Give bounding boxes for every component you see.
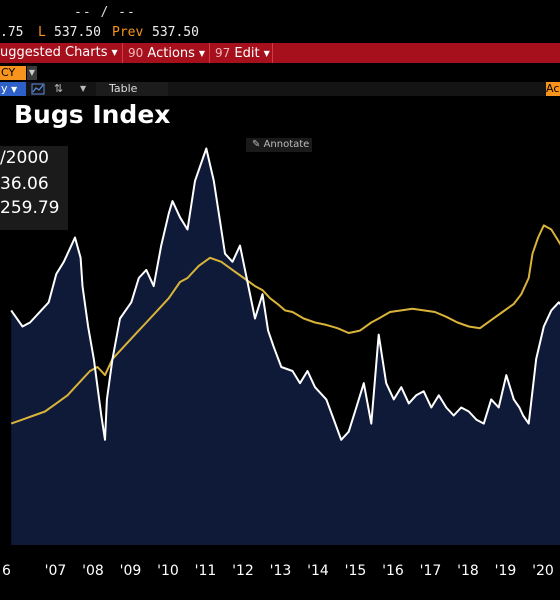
triangle-down-icon: ▼ (198, 49, 206, 58)
chart-title: Bugs Index (14, 100, 171, 129)
x-tick-label: '16 (382, 563, 404, 579)
toolbar-divider (209, 43, 210, 63)
annotate-button[interactable]: ✎ Annotate (246, 138, 312, 152)
x-tick-label: 6 (2, 563, 11, 579)
x-tick-label: '09 (120, 563, 142, 579)
x-tick-label: '10 (157, 563, 179, 579)
x-tick-label: '18 (457, 563, 479, 579)
triangle-down-icon: ▼ (263, 49, 270, 58)
triangle-down-icon: ▼ (111, 48, 118, 57)
actions-number: 90 (128, 46, 144, 60)
prev-label: Prev (112, 25, 144, 40)
suggested-charts-button[interactable]: uggested Charts ▼ (0, 44, 118, 62)
x-tick-label: '20 (532, 563, 554, 579)
series-line-white (10, 147, 560, 441)
date-range-placeholder[interactable]: -- / -- (74, 5, 136, 20)
x-tick-label: '13 (270, 563, 292, 579)
actions-label: Actions (147, 46, 195, 61)
table-button[interactable]: Table (96, 82, 168, 96)
x-tick-label: '08 (82, 563, 104, 579)
chevron-down-icon[interactable]: ▼ (27, 66, 37, 80)
series-line-gold (10, 224, 560, 425)
low-label: L (38, 25, 46, 40)
x-tick-label: '17 (420, 563, 442, 579)
x-tick-label: '07 (45, 563, 67, 579)
suggested-charts-label: uggested Charts (0, 45, 108, 60)
x-tick-label: '14 (307, 563, 329, 579)
x-tick-label: '11 (195, 563, 217, 579)
currency-field[interactable]: CY (0, 66, 26, 80)
toolbar-divider (272, 43, 273, 63)
header-row: -- / -- (0, 0, 560, 22)
x-tick-label: '15 (345, 563, 367, 579)
frequency-dropdown[interactable]: y ▼ (0, 82, 26, 96)
legend-value-1: 36.06 (0, 174, 49, 194)
triangle-down-icon: ▼ (11, 85, 18, 94)
pencil-icon: ✎ (252, 139, 261, 150)
low-value-partial: .75 (0, 25, 24, 40)
series-area-fill (11, 148, 560, 545)
red-toolbar: uggested Charts ▼ 90 Actions ▼ 97 Edit ▼ (0, 43, 560, 63)
x-tick-label: '19 (495, 563, 517, 579)
quote-row: .75 L 537.50 Prev 537.50 (0, 25, 560, 43)
right-tab[interactable]: Ac (546, 82, 560, 96)
legend-date: /2000 (0, 148, 49, 168)
low-value: 537.50 (54, 25, 101, 40)
legend-box: /2000 36.06 259.79 (0, 146, 68, 230)
edit-label: Edit (234, 46, 260, 61)
compare-icon[interactable]: ⇅ (54, 82, 64, 95)
x-tick-label: '12 (232, 563, 254, 579)
frequency-label: y (1, 82, 8, 95)
annotate-label: Annotate (263, 139, 310, 150)
edit-number: 97 (215, 46, 231, 60)
toolbar-divider (122, 43, 123, 63)
legend-value-2: 259.79 (0, 198, 60, 218)
edit-button[interactable]: 97 Edit ▼ (215, 44, 270, 62)
line-chart-icon[interactable] (31, 82, 45, 96)
security-row: CY ▼ (0, 66, 560, 80)
prev-value: 537.50 (152, 25, 199, 40)
triangle-down-icon[interactable]: ▼ (80, 84, 87, 93)
chart-tab-row: y ▼ ⇅ ▼ Table Ac (0, 82, 560, 96)
actions-button[interactable]: 90 Actions ▼ (128, 44, 205, 62)
